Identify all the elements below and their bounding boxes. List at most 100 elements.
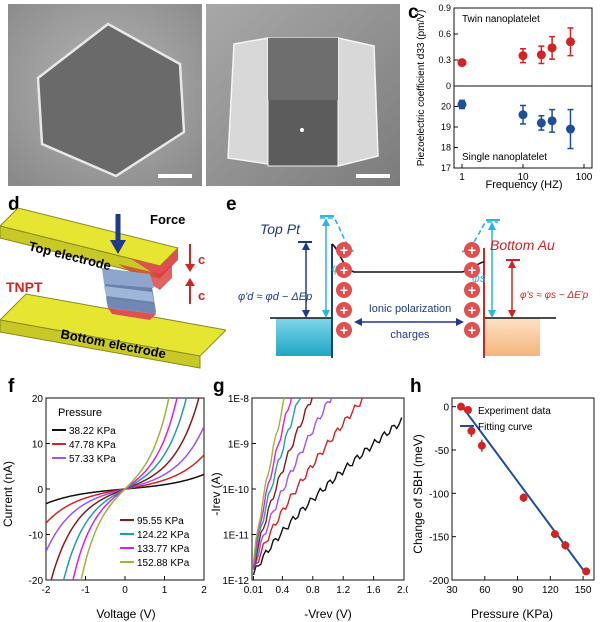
- h-xtick-label: 30: [446, 585, 458, 596]
- h-point: [467, 426, 476, 435]
- f-legend-label: 95.55 KPa: [137, 516, 184, 527]
- plus-sign: +: [468, 282, 476, 298]
- g-curve: [252, 398, 293, 568]
- g-ylabel: -Irev (A): [209, 472, 223, 515]
- f-ytick-label: 20: [32, 394, 44, 405]
- panel-label-g: g: [213, 376, 225, 397]
- h-point: [550, 530, 559, 539]
- plus-sign: +: [340, 302, 348, 318]
- f-legend-label: 38.22 KPa: [69, 426, 116, 437]
- charges-line2: charges: [390, 329, 430, 341]
- right-wing: [337, 37, 379, 167]
- h-xtick-label: 90: [512, 585, 524, 596]
- c-point: [565, 37, 575, 47]
- top-pt-label: Top Pt: [260, 221, 301, 237]
- c-point: [518, 51, 528, 61]
- force-label: Force: [150, 212, 185, 227]
- h-ytick-label: -200: [429, 576, 449, 587]
- h-point: [456, 402, 465, 411]
- h-ytick-label: -100: [429, 489, 449, 500]
- f-legend-label: 57.33 KPa: [69, 454, 116, 465]
- f-legend-label: 152.88 KPa: [137, 558, 190, 569]
- c-ytick-label: 20: [441, 102, 451, 112]
- c-ytick-label: 18: [441, 143, 451, 153]
- plus-sign: +: [468, 262, 476, 278]
- f-ytick-label: 10: [32, 440, 44, 451]
- f-ytick-label: -10: [29, 531, 44, 542]
- h-ytick-label: -50: [435, 446, 450, 457]
- h-xlabel: Pressure (KPa): [471, 607, 553, 621]
- plus-charge: [464, 242, 480, 258]
- plus-sign: +: [340, 242, 348, 258]
- panel-label-e: e: [226, 194, 237, 215]
- f-ytick-label: -20: [29, 576, 44, 587]
- g-ytick-label: 1E-8: [228, 394, 250, 405]
- plus-sign: +: [468, 322, 476, 338]
- plus-charge: [336, 262, 352, 278]
- c-xlabel: Frequency (HZ): [485, 179, 562, 191]
- h-ylabel: Change of SBH (meV): [411, 434, 425, 553]
- panel-label-h: h: [410, 376, 422, 397]
- g-curve: [252, 398, 286, 563]
- c-arrow-label-2: c: [198, 288, 205, 303]
- g-curve: [252, 417, 403, 576]
- f-xtick-label: 2: [201, 585, 207, 596]
- c-point: [457, 99, 467, 109]
- c-point: [565, 124, 575, 134]
- charges-line1: Ionic polarization: [369, 303, 452, 315]
- h-ytick-label: -150: [429, 533, 449, 544]
- c-ytick-label: 17: [441, 163, 451, 173]
- top-pt-metal: [276, 318, 332, 356]
- eq-right: φ's ≈ φs − ΔE'p: [520, 290, 589, 301]
- panel-label-d: d: [8, 194, 20, 215]
- chart-h-sbh: 30 60 90 120 150 -200 -150 -100 -50 0 Experiment d…: [411, 397, 595, 621]
- g-curve: [252, 398, 302, 570]
- twin-upper: [268, 38, 338, 100]
- h-point: [519, 493, 528, 502]
- g-xlabel: -Vrev (V): [304, 607, 352, 621]
- h-point: [477, 441, 486, 450]
- eq-left: φ'd ≈ φd − ΔEp: [238, 291, 312, 303]
- plus-charge: [464, 282, 480, 298]
- h-legend-label: Experiment data: [478, 406, 551, 417]
- g-xtick-label: 1.2: [336, 585, 350, 596]
- h-xtick-label: 150: [575, 585, 592, 596]
- bottom-au-label: Bottom Au: [490, 237, 555, 253]
- h-xtick-label: 60: [479, 585, 491, 596]
- plus-charge: [464, 322, 480, 338]
- panel-label-f: f: [8, 376, 15, 397]
- plus-charge: [464, 302, 480, 318]
- f-xlabel: Voltage (V): [96, 607, 155, 621]
- c-point: [536, 50, 546, 60]
- h-legend-marker: [464, 406, 472, 414]
- g-xtick-label: 0.01: [244, 585, 264, 596]
- c-ytick-label: 0.9: [438, 3, 451, 13]
- f-legend-title: Pressure: [58, 407, 102, 419]
- plus-sign: +: [340, 282, 348, 298]
- f-legend-label: 47.78 KPa: [69, 440, 116, 451]
- scale-bar: [356, 174, 390, 178]
- bottom-au-metal: [484, 318, 540, 356]
- sem-image-hexagon: [8, 4, 202, 186]
- plus-charge: [336, 242, 352, 258]
- h-point: [561, 541, 570, 550]
- tnpt-label: TNPT: [6, 279, 43, 295]
- f-ylabel: Current (nA): [1, 461, 15, 527]
- h-ytick-label: 0: [443, 403, 449, 414]
- h-legend-label: Fitting curve: [478, 422, 533, 433]
- plus-sign: +: [340, 262, 348, 278]
- c-ytick-label: 0: [446, 81, 451, 91]
- plus-charge: [336, 322, 352, 338]
- plus-charge: [464, 262, 480, 278]
- c-ytick-label: 0.3: [438, 55, 451, 65]
- c-xtick-label: 1: [459, 172, 465, 183]
- c-xtick-label: 10: [517, 172, 529, 183]
- left-wing: [227, 37, 269, 165]
- g-xtick-label: 0.4: [275, 585, 289, 596]
- chart-g-logiv: 0.01 0.4 0.8 1.2 1.6 2.0 1E-12 1E-11 1E-10 1E-9 1E…: [209, 394, 408, 621]
- f-xtick-label: -1: [81, 585, 90, 596]
- chart-c-piezo: 1 10 100 0 0.3 0.6 0.9 17 18 19 20 Twin nanoplatel…: [416, 3, 593, 191]
- f-xtick-label: -2: [42, 585, 51, 596]
- axis-frame: [451, 397, 595, 581]
